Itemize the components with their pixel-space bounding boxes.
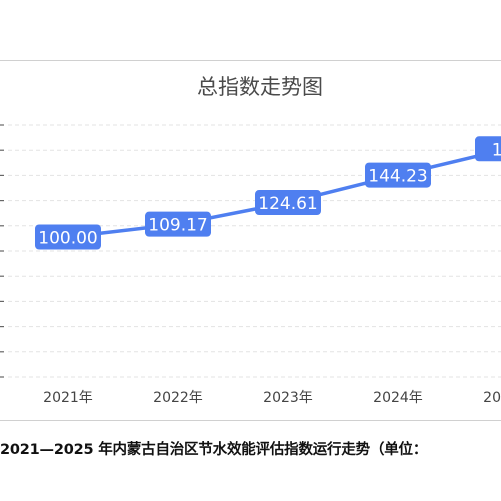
figure-caption: 2021—2025 年内蒙古自治区节水效能评估指数运行走势（单位： (0, 442, 428, 458)
data-labels: 100.00 109.17 124.61 144.23 163 (35, 136, 501, 250)
chart-title: 总指数走势图 (197, 75, 323, 99)
data-label-box (35, 224, 101, 250)
data-label-text: 124.61 (258, 194, 317, 214)
data-label-box (365, 162, 431, 188)
data-label: 144.23 (365, 162, 431, 188)
chart-top-border (0, 60, 501, 61)
data-label: 124.61 (255, 190, 321, 216)
x-tick-label: 2024年 (373, 390, 423, 406)
grid-lines (0, 124, 501, 378)
data-label-text: 109.17 (148, 216, 207, 236)
data-label-box (145, 211, 211, 237)
data-label-text: 144.23 (368, 167, 427, 187)
x-tick-label: 2023年 (263, 390, 313, 406)
data-label-text: 163 (492, 140, 501, 160)
chart: 总指数走势图 2021年2022年2023年2024年2025年 100.001… (0, 75, 501, 406)
data-label: 100.00 (35, 224, 101, 250)
data-label-box (475, 136, 501, 162)
data-label: 109.17 (145, 211, 211, 237)
data-label: 163 (475, 136, 501, 162)
data-label-box (255, 190, 321, 216)
x-tick-label: 2021年 (43, 390, 93, 406)
data-label-text: 100.00 (38, 229, 97, 249)
x-tick-label: 2022年 (153, 390, 203, 406)
chart-bottom-border (0, 420, 501, 421)
